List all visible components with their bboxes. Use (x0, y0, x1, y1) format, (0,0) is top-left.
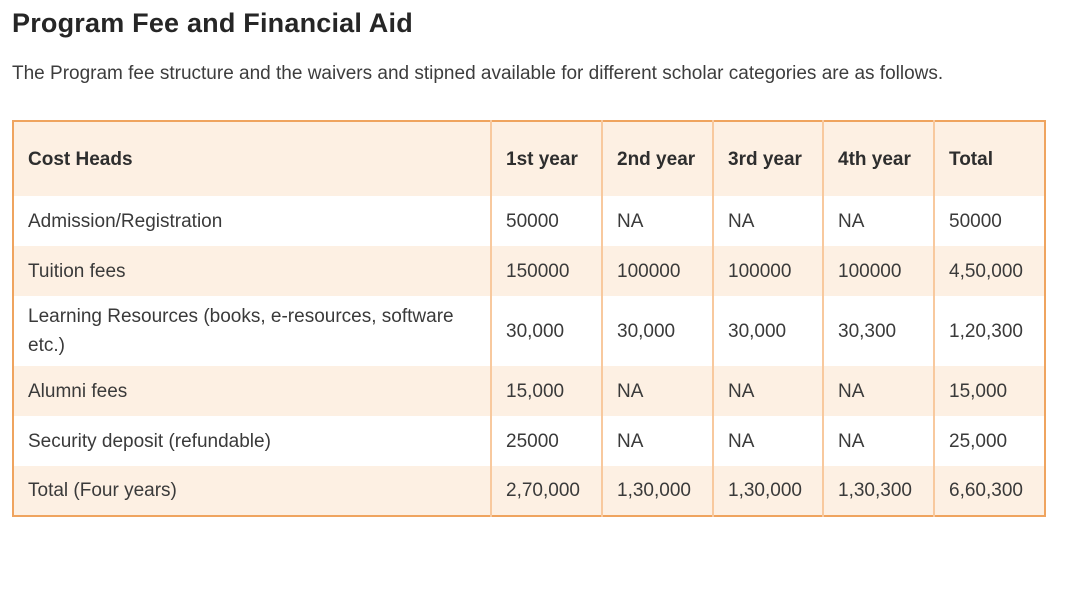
cell-value: 25,000 (934, 416, 1045, 466)
cell-value: NA (602, 416, 714, 466)
page: Program Fee and Financial Aid The Progra… (12, 8, 1046, 517)
row-label: Tuition fees (13, 246, 492, 296)
cell-value: 15,000 (934, 366, 1045, 416)
cell-value: 100000 (823, 246, 935, 296)
column-header-total: Total (934, 121, 1045, 196)
cell-value: 2,70,000 (491, 466, 603, 516)
cell-value: 1,30,000 (602, 466, 714, 516)
cell-value: 150000 (491, 246, 603, 296)
table-row-tuition-fees: Tuition fees 150000 100000 100000 100000… (13, 246, 1045, 296)
cell-value: 50000 (934, 196, 1045, 246)
cell-value: 50000 (491, 196, 603, 246)
page-title: Program Fee and Financial Aid (12, 8, 413, 38)
column-header-4th-year: 4th year (823, 121, 935, 196)
intro-text: The Program fee structure and the waiver… (12, 63, 944, 84)
cell-value: 1,30,300 (823, 466, 935, 516)
row-label: Alumni fees (13, 366, 492, 416)
cell-value: 30,300 (823, 296, 935, 366)
cell-value: NA (713, 416, 824, 466)
cell-value: NA (823, 196, 935, 246)
cell-value: 100000 (713, 246, 824, 296)
cell-value: 30,000 (713, 296, 824, 366)
cell-value: NA (713, 366, 824, 416)
table-row-security-deposit: Security deposit (refundable) 25000 NA N… (13, 416, 1045, 466)
table-row-alumni-fees: Alumni fees 15,000 NA NA NA 15,000 (13, 366, 1045, 416)
table-row-total-four-years: Total (Four years) 2,70,000 1,30,000 1,3… (13, 466, 1045, 516)
column-header-2nd-year: 2nd year (602, 121, 714, 196)
cell-value: 25000 (491, 416, 603, 466)
column-header-cost-heads: Cost Heads (13, 121, 492, 196)
cell-value: 1,20,300 (934, 296, 1045, 366)
cell-value: NA (602, 196, 714, 246)
cell-value: NA (713, 196, 824, 246)
row-label: Learning Resources (books, e-resources, … (13, 296, 492, 366)
cell-value: 100000 (602, 246, 714, 296)
column-header-1st-year: 1st year (491, 121, 603, 196)
cell-value: 30,000 (602, 296, 714, 366)
cell-value: NA (823, 416, 935, 466)
cell-value: NA (602, 366, 714, 416)
cell-value: 30,000 (491, 296, 603, 366)
cell-value: 4,50,000 (934, 246, 1045, 296)
fee-table: Cost Heads 1st year 2nd year 3rd year 4t… (12, 120, 1046, 517)
table-header-row: Cost Heads 1st year 2nd year 3rd year 4t… (13, 121, 1045, 196)
cell-value: 6,60,300 (934, 466, 1045, 516)
column-header-3rd-year: 3rd year (713, 121, 824, 196)
row-label: Total (Four years) (13, 466, 492, 516)
cell-value: 1,30,000 (713, 466, 824, 516)
cell-value: 15,000 (491, 366, 603, 416)
row-label: Security deposit (refundable) (13, 416, 492, 466)
row-label: Admission/Registration (13, 196, 492, 246)
cell-value: NA (823, 366, 935, 416)
table-row-learning-resources: Learning Resources (books, e-resources, … (13, 296, 1045, 366)
table-row-admission-registration: Admission/Registration 50000 NA NA NA 50… (13, 196, 1045, 246)
